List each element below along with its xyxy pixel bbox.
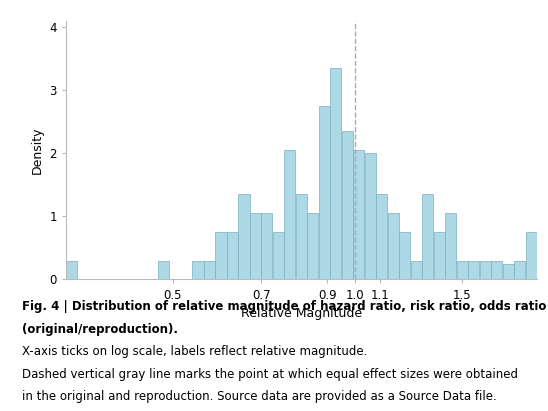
Bar xyxy=(273,232,284,279)
Y-axis label: Density: Density xyxy=(31,126,44,174)
Bar xyxy=(376,194,387,279)
Bar xyxy=(456,261,468,279)
Bar xyxy=(411,261,422,279)
Bar xyxy=(296,194,307,279)
Bar xyxy=(446,213,456,279)
Bar xyxy=(353,150,364,279)
Bar xyxy=(227,232,238,279)
Bar xyxy=(261,213,272,279)
Text: (original/reproduction).: (original/reproduction). xyxy=(22,323,178,336)
Bar xyxy=(250,213,261,279)
Bar xyxy=(319,106,330,279)
Bar xyxy=(204,261,215,279)
Text: Dashed vertical gray line marks the point at which equal effect sizes were obtai: Dashed vertical gray line marks the poin… xyxy=(22,368,518,381)
Text: in the original and reproduction. Source data are provided as a Source Data file: in the original and reproduction. Source… xyxy=(22,390,496,404)
Bar xyxy=(215,232,226,279)
Bar xyxy=(480,261,491,279)
Bar xyxy=(330,68,341,279)
Bar xyxy=(423,194,433,279)
Bar xyxy=(468,261,480,279)
Bar xyxy=(503,264,514,279)
Text: X-axis ticks on log scale, labels reflect relative magnitude.: X-axis ticks on log scale, labels reflec… xyxy=(22,345,367,358)
Bar xyxy=(526,232,537,279)
Bar xyxy=(192,261,203,279)
Bar xyxy=(238,194,249,279)
Bar xyxy=(342,131,353,279)
Bar xyxy=(66,261,77,279)
Bar xyxy=(388,213,399,279)
Text: Fig. 4 | Distribution of relative magnitude of hazard ratio, risk ratio, odds ra: Fig. 4 | Distribution of relative magnit… xyxy=(22,300,546,313)
Bar xyxy=(491,261,503,279)
Bar xyxy=(365,153,376,279)
Bar xyxy=(284,150,295,279)
X-axis label: Relative Magnitude: Relative Magnitude xyxy=(241,307,362,320)
Bar xyxy=(399,232,410,279)
Bar xyxy=(307,213,318,279)
Bar xyxy=(514,261,526,279)
Bar xyxy=(434,232,445,279)
Bar xyxy=(158,261,169,279)
